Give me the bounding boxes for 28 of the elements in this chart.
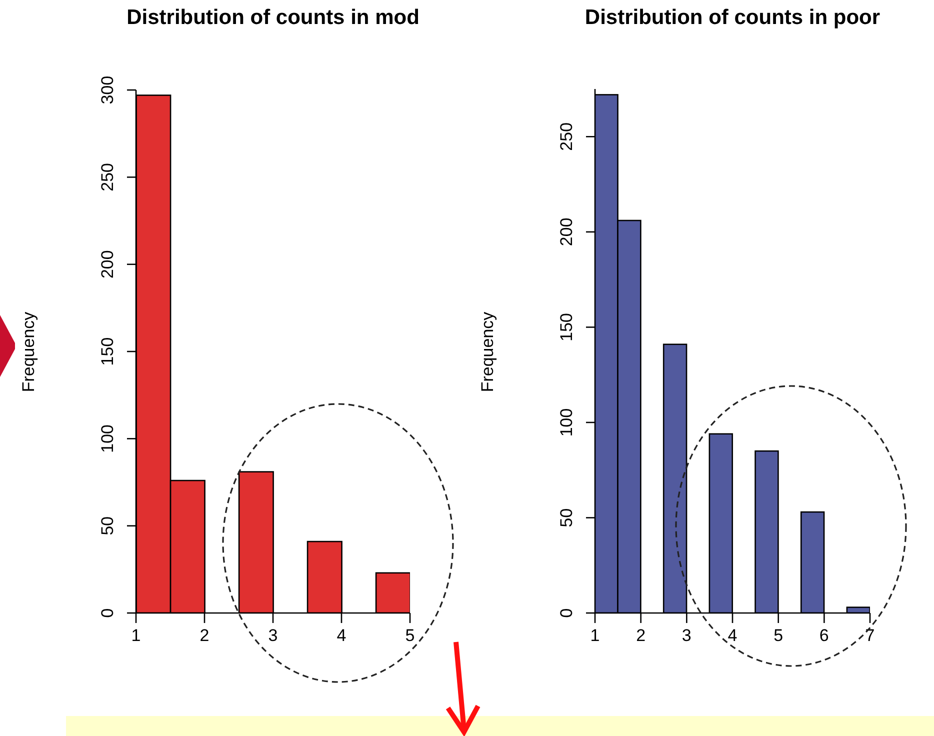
y-axis-title: Frequency [478,310,498,394]
y-tick-label: 150 [557,312,576,342]
x-tick-label: 5 [405,626,415,645]
x-tick-label: 2 [636,626,646,645]
y-tick-label: 100 [557,408,576,437]
y-tick-label: 50 [557,508,576,528]
x-tick-label: 5 [774,626,784,645]
y-axis-title: Frequency [19,310,39,394]
y-tick-label: 0 [557,608,576,618]
y-tick-label: 100 [98,424,117,453]
y-tick-label: 50 [98,516,117,536]
chart-title: Distribution of counts in poor [584,6,882,30]
x-tick-label: 1 [131,626,141,645]
x-tick-label: 1 [590,626,600,645]
y-tick-label: 300 [98,76,117,104]
x-tick-label: 6 [819,626,829,645]
y-tick-label: 0 [98,608,117,618]
y-tick-label: 250 [98,162,117,192]
y-tick-label: 150 [98,337,117,366]
x-tick-label: 4 [728,626,738,645]
x-tick-label: 2 [200,626,210,645]
y-tick-label: 200 [557,218,576,246]
x-tick-label: 3 [682,626,692,645]
y-tick-label: 200 [98,250,117,279]
x-tick-label: 3 [268,626,278,645]
y-tick-label: 250 [557,122,576,151]
chart-title: Distribution of counts in mod [126,6,420,30]
x-tick-label: 4 [336,626,346,645]
